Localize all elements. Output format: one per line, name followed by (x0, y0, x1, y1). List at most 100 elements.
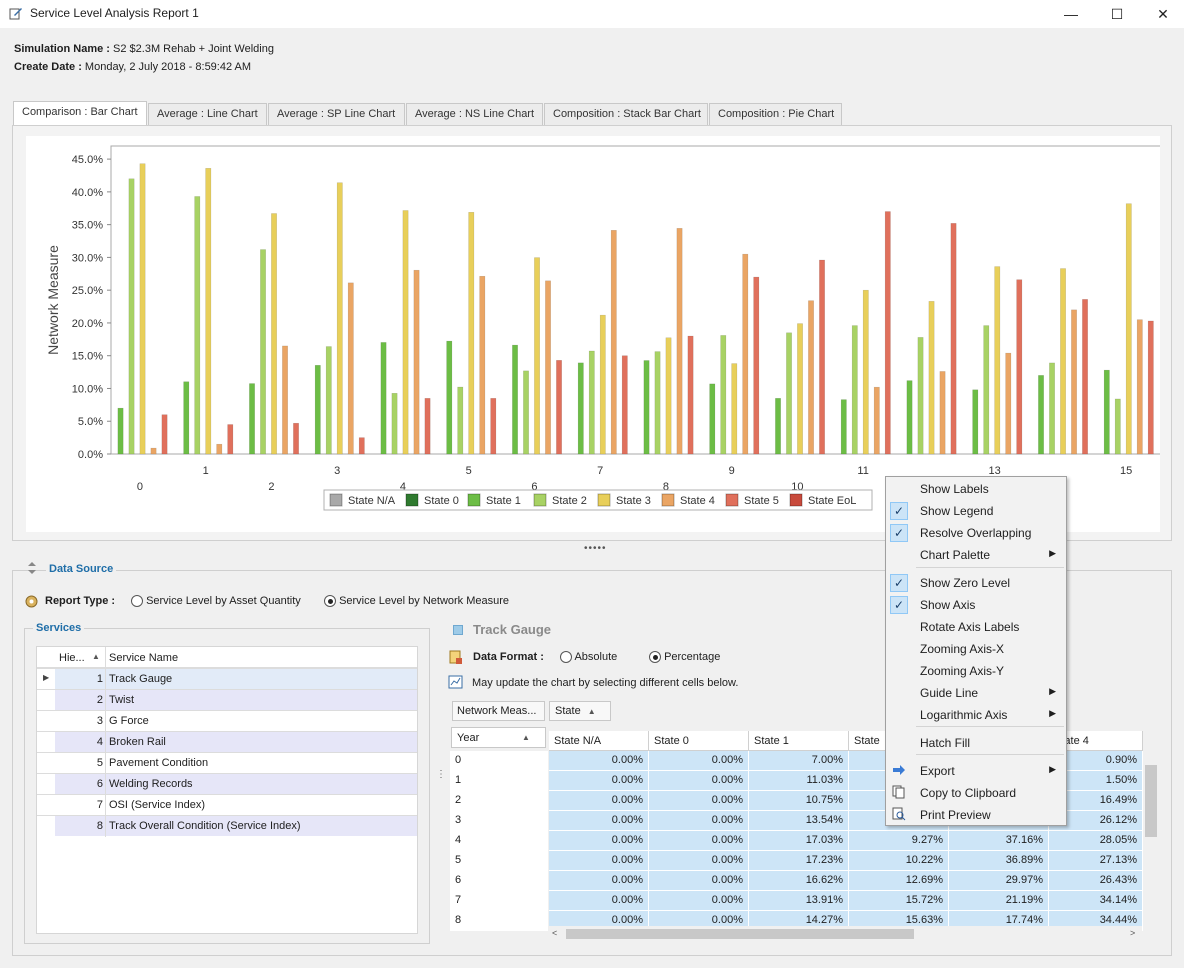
grid-value-cell[interactable]: 15.72% (849, 891, 949, 911)
bar-state-4[interactable] (545, 280, 551, 455)
bar-state-5[interactable] (1147, 320, 1154, 455)
bar-state-5[interactable] (621, 355, 628, 455)
bar-state-2[interactable] (654, 351, 661, 455)
bar-state-2[interactable] (720, 335, 727, 455)
grid-value-cell[interactable]: 13.54% (749, 811, 849, 831)
horizontal-scrollbar[interactable]: < > (548, 926, 1142, 942)
bar-state-3[interactable] (797, 323, 803, 455)
vertical-scrollbar[interactable] (1143, 751, 1159, 924)
grid-value-cell[interactable]: 29.97% (949, 871, 1049, 891)
bar-state-1[interactable] (183, 381, 190, 455)
bar-state-4[interactable] (939, 371, 946, 455)
minimize-button[interactable]: — (1048, 0, 1094, 28)
scroll-right-icon[interactable]: > (1130, 928, 1136, 938)
grid-value-cell[interactable]: 0.00% (649, 791, 749, 811)
bar-state-3[interactable] (336, 182, 343, 455)
service-row[interactable]: 2 Twist (37, 689, 417, 711)
grid-value-cell[interactable]: 16.62% (749, 871, 849, 891)
bar-state-3[interactable] (271, 213, 277, 455)
bar-state-3[interactable] (402, 210, 409, 455)
menu-item-chart-palette[interactable]: Chart Palette ▶ (886, 544, 1066, 566)
grid-value-cell[interactable]: 0.00% (649, 771, 749, 791)
grid-value-cell[interactable]: 17.23% (749, 851, 849, 871)
bar-state-2[interactable] (1049, 362, 1055, 455)
service-row[interactable]: 8 Track Overall Condition (Service Index) (37, 815, 417, 837)
grid-value-cell[interactable]: 0.00% (649, 751, 749, 771)
bar-state-4[interactable] (873, 386, 880, 455)
bar-state-5[interactable] (1082, 299, 1088, 455)
pivot-field-network-measure[interactable]: Network Meas... (452, 701, 545, 721)
service-row[interactable]: 7 OSI (Service Index) (37, 794, 417, 816)
tab-average-sp-line-chart[interactable]: Average : SP Line Chart (268, 103, 405, 125)
bar-state-1[interactable] (577, 362, 584, 455)
service-row[interactable]: 1 Track Gauge (37, 668, 417, 690)
bar-state-1[interactable] (972, 389, 979, 455)
grid-value-cell[interactable]: 0.00% (649, 891, 749, 911)
grid-year-cell[interactable]: 7 (450, 891, 548, 911)
bar-state-5[interactable] (358, 437, 365, 455)
maximize-button[interactable]: ☐ (1094, 0, 1140, 28)
bar-state-3[interactable] (599, 314, 606, 455)
bar-state-1[interactable] (709, 383, 716, 455)
radio-network-measure-circle[interactable] (324, 595, 336, 608)
bar-state-1[interactable] (249, 383, 255, 455)
grid-year-cell[interactable]: 3 (450, 811, 548, 831)
grid-value-cell[interactable]: 0.00% (649, 831, 749, 851)
menu-item-logarithmic-axis[interactable]: Logarithmic Axis ▶ (886, 704, 1066, 726)
radio-absolute[interactable]: Absolute (560, 651, 617, 664)
bar-state-2[interactable] (260, 249, 266, 455)
grid-column-header[interactable]: State 1 (749, 731, 849, 751)
vertical-scroll-thumb[interactable] (1145, 765, 1157, 837)
bar-state-3[interactable] (862, 289, 869, 455)
menu-item-rotate-axis-labels[interactable]: Rotate Axis Labels (886, 616, 1066, 638)
bar-state-4[interactable] (216, 443, 223, 455)
grid-value-cell[interactable]: 10.22% (849, 851, 949, 871)
bar-state-4[interactable] (610, 230, 617, 455)
radio-percentage[interactable]: Percentage (649, 651, 720, 664)
menu-item-show-zero-level[interactable]: ✓ Show Zero Level (886, 572, 1066, 594)
menu-item-export[interactable]: Export ▶ (886, 760, 1066, 782)
legend-item-label[interactable]: State 2 (552, 495, 587, 507)
grid-year-cell[interactable]: 2 (450, 791, 548, 811)
bar-state-5[interactable] (884, 211, 891, 455)
grid-year-cell[interactable]: 5 (450, 851, 548, 871)
grid-year-cell[interactable]: 4 (450, 831, 548, 851)
bar-state-4[interactable] (282, 345, 288, 455)
grid-value-cell[interactable]: 0.00% (549, 831, 649, 851)
grid-value-cell[interactable]: 0.90% (1049, 751, 1143, 771)
bar-state-2[interactable] (194, 196, 201, 455)
grid-value-cell[interactable]: 0.00% (549, 891, 649, 911)
bar-state-2[interactable] (1114, 398, 1121, 455)
service-row[interactable]: 3 G Force (37, 710, 417, 732)
bar-state-3[interactable] (665, 337, 672, 455)
legend-item-label[interactable]: State 1 (486, 495, 521, 507)
bar-state-3[interactable] (205, 168, 212, 455)
bar-state-5[interactable] (293, 422, 299, 455)
grid-value-cell[interactable]: 0.00% (649, 871, 749, 891)
grid-column-header[interactable]: State 0 (649, 731, 749, 751)
grid-value-cell[interactable]: 7.00% (749, 751, 849, 771)
bar-state-5[interactable] (687, 335, 694, 455)
bar-state-1[interactable] (840, 399, 847, 455)
close-button[interactable]: ✕ (1140, 0, 1184, 28)
bar-state-3[interactable] (139, 163, 146, 455)
bar-state-3[interactable] (928, 301, 935, 455)
bar-state-1[interactable] (906, 380, 913, 455)
menu-item-zooming-axis-x[interactable]: Zooming Axis-X (886, 638, 1066, 660)
bar-state-1[interactable] (446, 340, 453, 455)
radio-network-measure[interactable]: Service Level by Network Measure (324, 595, 509, 608)
grid-value-cell[interactable]: 16.49% (1049, 791, 1143, 811)
menu-item-show-axis[interactable]: ✓ Show Axis (886, 594, 1066, 616)
collapse-expand-icon[interactable] (25, 561, 39, 575)
bar-state-4[interactable] (1005, 352, 1012, 455)
bar-state-5[interactable] (1016, 279, 1023, 455)
bar-state-2[interactable] (983, 325, 990, 455)
bar-state-1[interactable] (380, 342, 387, 455)
horizontal-scroll-thumb[interactable] (566, 929, 914, 939)
bar-state-1[interactable] (1103, 369, 1110, 455)
grid-value-cell[interactable]: 0.00% (549, 771, 649, 791)
bar-state-4[interactable] (1071, 309, 1077, 455)
tab-composition-pie-chart[interactable]: Composition : Pie Chart (709, 103, 842, 125)
bar-state-2[interactable] (851, 325, 858, 455)
bar-state-1[interactable] (117, 407, 124, 455)
